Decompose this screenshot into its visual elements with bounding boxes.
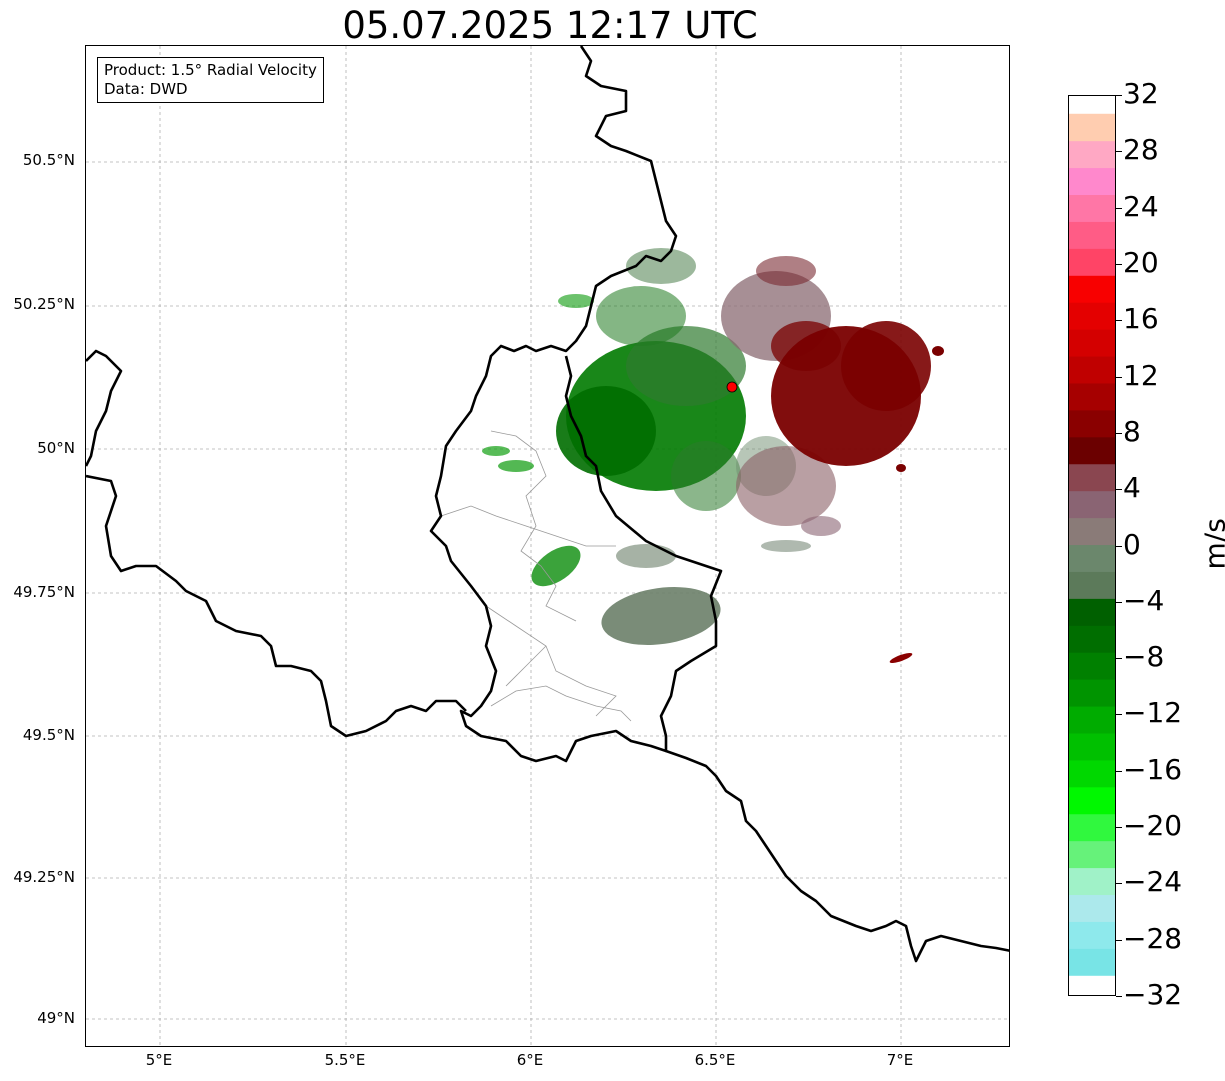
colorbar-segment — [1069, 517, 1115, 546]
colorbar-segment — [1069, 759, 1115, 788]
colorbar-segment — [1069, 706, 1115, 734]
lon-tick-label: 6°E — [516, 1051, 544, 1069]
colorbar-tick-label: −32 — [1123, 978, 1183, 1011]
colorbar-segment — [1069, 275, 1115, 303]
radar-echo-near-zero — [601, 271, 841, 645]
colorbar-segment — [1069, 248, 1115, 276]
colorbar-segment — [1069, 867, 1115, 896]
colorbar-tick-mark — [1116, 770, 1122, 772]
lon-tick-label: 7°E — [886, 1051, 914, 1069]
colorbar-tick-mark — [1116, 489, 1122, 491]
lat-tick-label: 49.25°N — [13, 868, 75, 886]
colorbar-tick-mark — [1116, 263, 1122, 265]
info-source: Data: DWD — [104, 80, 188, 98]
colorbar-segment — [1069, 329, 1115, 357]
colorbar-segment — [1069, 409, 1115, 438]
colorbar-segment — [1069, 948, 1115, 976]
colorbar-segment — [1069, 733, 1115, 761]
colorbar-segment — [1069, 894, 1115, 922]
lat-tick-label: 50.25°N — [13, 295, 75, 313]
lat-tick-label: 49.5°N — [22, 726, 75, 744]
colorbar-segment — [1069, 302, 1115, 330]
colorbar-segment — [1069, 490, 1115, 519]
colorbar-tick-label: 4 — [1123, 471, 1141, 505]
colorbar-segment — [1069, 598, 1115, 626]
colorbar-segment — [1069, 463, 1115, 492]
colorbar-segment — [1069, 571, 1115, 599]
colorbar-segment — [1069, 140, 1115, 169]
radar-echo-inbound — [482, 248, 746, 587]
colorbar-tick-mark — [1116, 151, 1122, 153]
colorbar-tick-mark — [1116, 714, 1122, 716]
colorbar-tick-label: 24 — [1123, 189, 1159, 223]
map-area: Product: 1.5° Radial Velocity Data: DWD — [85, 45, 1010, 1047]
colorbar-tick-mark — [1116, 601, 1122, 603]
colorbar-tick-label: 8 — [1123, 414, 1141, 448]
colorbar-tick-label: 32 — [1123, 77, 1159, 110]
lat-tick-label: 50°N — [37, 439, 75, 457]
radar-echo-outbound — [756, 256, 944, 663]
map-gridlines — [86, 46, 1009, 1046]
colorbar-tick-label: −16 — [1123, 752, 1183, 786]
colorbar-tick-mark — [1116, 95, 1122, 96]
colorbar-tick-label: −8 — [1123, 640, 1165, 674]
lat-tick-label: 50.5°N — [22, 151, 75, 169]
colorbar-segment — [1069, 194, 1115, 222]
map-title: 05.07.2025 12:17 UTC — [342, 4, 758, 47]
map-canvas — [86, 46, 1009, 1046]
colorbar-tick-label: −20 — [1123, 809, 1183, 843]
colorbar-tick-label: 12 — [1123, 358, 1159, 392]
colorbar-segment — [1069, 113, 1115, 142]
colorbar-tick-mark — [1116, 545, 1122, 547]
colorbar-segment — [1069, 383, 1115, 411]
radar-site-marker — [726, 381, 738, 393]
colorbar-tick-label: 20 — [1123, 245, 1159, 279]
colorbar — [1068, 95, 1116, 996]
colorbar-tick-label: −24 — [1123, 865, 1183, 899]
district-boundaries — [440, 430, 632, 722]
colorbar-tick-mark — [1116, 320, 1122, 322]
colorbar-segment — [1069, 436, 1115, 465]
colorbar-segment — [1069, 652, 1115, 680]
colorbar-tick-mark — [1116, 658, 1122, 660]
colorbar-segment — [1069, 221, 1115, 249]
colorbar-segment — [1069, 813, 1115, 842]
colorbar-segment — [1069, 840, 1115, 869]
colorbar-tick-label: 0 — [1123, 527, 1141, 561]
colorbar-segment — [1069, 625, 1115, 653]
colorbar-tick-mark — [1116, 827, 1122, 829]
colorbar-segment — [1069, 544, 1115, 572]
lon-tick-label: 5°E — [145, 1051, 173, 1069]
colorbar-tick-mark — [1116, 883, 1122, 885]
colorbar-tick-label: 28 — [1123, 133, 1159, 167]
colorbar-segment — [1069, 679, 1115, 707]
colorbar-tick-mark — [1116, 996, 1122, 997]
country-borders — [86, 46, 1009, 963]
colorbar-segment — [1069, 167, 1115, 196]
info-box: Product: 1.5° Radial Velocity Data: DWD — [97, 57, 324, 103]
lat-tick-label: 49°N — [37, 1009, 75, 1027]
colorbar-tick-mark — [1116, 376, 1122, 378]
colorbar-tick-mark — [1116, 207, 1122, 209]
lon-tick-label: 5.5°E — [324, 1051, 366, 1069]
colorbar-tick-label: −4 — [1123, 583, 1165, 617]
lon-tick-label: 6.5°E — [694, 1051, 736, 1069]
info-product: Product: 1.5° Radial Velocity — [104, 61, 317, 79]
colorbar-segment — [1069, 786, 1115, 815]
colorbar-tick-mark — [1116, 939, 1122, 941]
lat-tick-label: 49.75°N — [13, 583, 75, 601]
colorbar-tick-label: −28 — [1123, 921, 1183, 955]
colorbar-segment — [1069, 356, 1115, 384]
colorbar-tick-label: 16 — [1123, 302, 1159, 336]
colorbar-tick-mark — [1116, 432, 1122, 434]
colorbar-unit-label: m/s — [1198, 518, 1225, 570]
colorbar-segment — [1069, 921, 1115, 949]
colorbar-tick-label: −12 — [1123, 696, 1183, 730]
